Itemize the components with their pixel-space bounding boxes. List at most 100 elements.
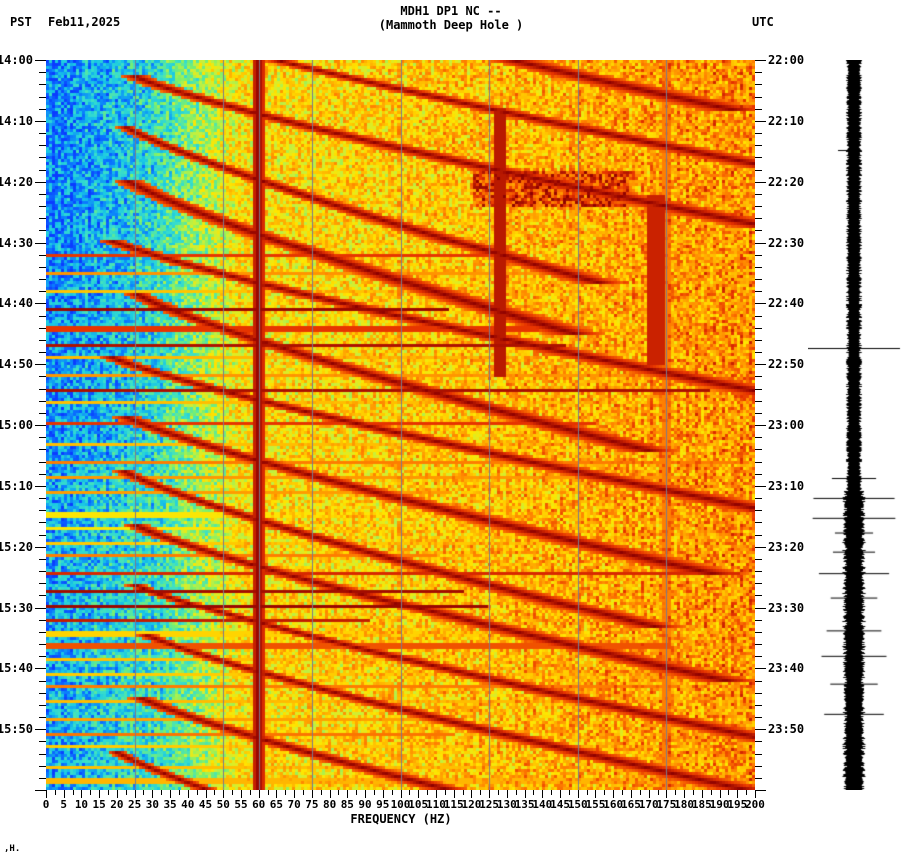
freq-tick-major xyxy=(524,790,526,798)
time-tick-minor-right xyxy=(755,571,762,572)
time-tick-minor-right xyxy=(755,376,762,378)
time-tick-minor-right xyxy=(755,765,762,767)
freq-tick-minor xyxy=(303,790,304,795)
time-tick-minor-right xyxy=(755,692,762,694)
time-tick-minor-left xyxy=(39,206,46,207)
time-tick-minor-left xyxy=(39,279,46,280)
freq-label: 185 xyxy=(691,798,712,811)
time-tick-minor-right xyxy=(755,680,762,682)
freq-tick-major xyxy=(311,790,313,798)
time-tick-minor-left xyxy=(39,522,46,524)
freq-tick-minor xyxy=(232,790,234,795)
time-tick-minor-left xyxy=(39,473,46,475)
freq-tick-major xyxy=(187,790,189,798)
freq-tick-minor xyxy=(728,790,730,795)
time-axis-utc: 22:00 22:10 22:20 22:30 22:40 22:50 23:00 23:10… xyxy=(755,54,805,792)
freq-tick-minor xyxy=(604,790,606,795)
freq-label: 10 xyxy=(74,798,89,811)
freq-tick-major xyxy=(684,790,686,798)
time-tick-minor-left xyxy=(39,534,46,536)
time-tick-major-left xyxy=(35,546,46,548)
time-tick-minor-left xyxy=(39,145,46,147)
freq-tick-minor xyxy=(444,790,446,795)
freq-label: 70 xyxy=(287,798,301,811)
time-label-utc: 23:00 xyxy=(768,418,805,432)
time-tick-minor-left xyxy=(39,193,46,195)
time-tick-minor-left xyxy=(39,631,46,633)
time-label-utc: 22:40 xyxy=(768,296,805,311)
time-tick-minor-left xyxy=(39,169,46,171)
freq-label: 180 xyxy=(674,798,695,811)
freq-tick-major xyxy=(595,790,597,798)
freq-tick-minor xyxy=(161,790,163,795)
date-label: Feb11,2025 xyxy=(48,15,121,29)
time-tick-minor-right xyxy=(755,352,762,353)
time-label-utc: 23:20 xyxy=(768,539,805,554)
freq-tick-major xyxy=(258,790,260,798)
time-label-utc: 22:00 xyxy=(768,53,805,67)
time-tick-major-right xyxy=(755,425,766,426)
freq-tick-major xyxy=(294,790,296,798)
time-tick-minor-left xyxy=(39,704,46,706)
freq-label: 35 xyxy=(163,798,177,811)
time-tick-minor-left xyxy=(39,400,46,402)
freq-tick-minor xyxy=(533,790,535,795)
freq-tick-minor xyxy=(497,790,499,795)
time-tick-minor-right xyxy=(755,498,762,499)
freq-tick-major xyxy=(152,790,154,798)
time-tick-minor-left xyxy=(39,692,46,694)
time-tick-minor-left xyxy=(39,656,46,658)
freq-tick-minor xyxy=(196,790,198,795)
time-tick-major-right xyxy=(755,546,766,548)
time-tick-minor-right xyxy=(755,583,762,585)
freq-tick-minor xyxy=(568,790,570,795)
freq-tick-minor xyxy=(622,790,624,795)
freq-tick-major xyxy=(737,790,739,798)
time-label-pst: 15:20 xyxy=(0,539,33,554)
freq-label: 55 xyxy=(234,798,248,811)
freq-tick-major xyxy=(81,790,83,798)
time-label-utc: 22:10 xyxy=(768,113,805,128)
freq-tick-major xyxy=(240,790,242,798)
freq-label: 175 xyxy=(656,798,677,811)
freq-label: 100 xyxy=(390,798,411,811)
freq-tick-minor xyxy=(249,790,251,795)
time-tick-minor-right xyxy=(755,631,762,633)
time-tick-minor-left xyxy=(39,644,46,645)
time-tick-minor-right xyxy=(755,327,762,329)
time-tick-minor-left xyxy=(39,376,46,378)
freq-tick-major xyxy=(99,790,101,798)
freq-tick-major xyxy=(276,790,278,798)
time-label-pst: 14:40 xyxy=(0,296,33,311)
freq-label: 80 xyxy=(322,798,337,811)
time-label-pst: 15:40 xyxy=(0,661,33,676)
time-axis-pst: 14:00 14:10 14:20 14:30 14:40 14:50 15:00 15:10… xyxy=(0,54,46,792)
time-tick-minor-left xyxy=(39,315,46,317)
time-label-utc: 23:40 xyxy=(768,661,805,676)
freq-label: 75 xyxy=(305,798,319,811)
time-tick-minor-left xyxy=(39,765,46,767)
freq-tick-major xyxy=(560,790,562,798)
time-tick-minor-right xyxy=(755,595,762,597)
time-label-pst: 15:00 xyxy=(0,418,33,432)
freq-tick-minor xyxy=(586,790,588,795)
freq-tick-major xyxy=(666,790,668,798)
time-label-pst: 15:50 xyxy=(0,722,33,737)
time-tick-minor-left xyxy=(39,571,46,572)
freq-tick-major xyxy=(46,790,47,798)
time-tick-minor-right xyxy=(755,473,762,475)
time-tick-major-right xyxy=(755,790,766,791)
time-tick-minor-left xyxy=(39,339,46,341)
spectrogram-plot[interactable] xyxy=(46,60,755,790)
freq-label: 125 xyxy=(479,798,500,811)
time-tick-minor-left xyxy=(39,96,46,98)
freq-tick-minor xyxy=(338,790,340,795)
freq-label: 85 xyxy=(340,798,354,811)
time-tick-minor-right xyxy=(755,741,762,743)
time-label-utc: 22:50 xyxy=(768,357,805,372)
time-tick-minor-left xyxy=(39,218,46,220)
time-tick-minor-right xyxy=(755,315,762,317)
freq-tick-minor xyxy=(746,790,748,795)
time-tick-minor-left xyxy=(39,583,46,585)
time-tick-minor-left xyxy=(39,437,46,439)
